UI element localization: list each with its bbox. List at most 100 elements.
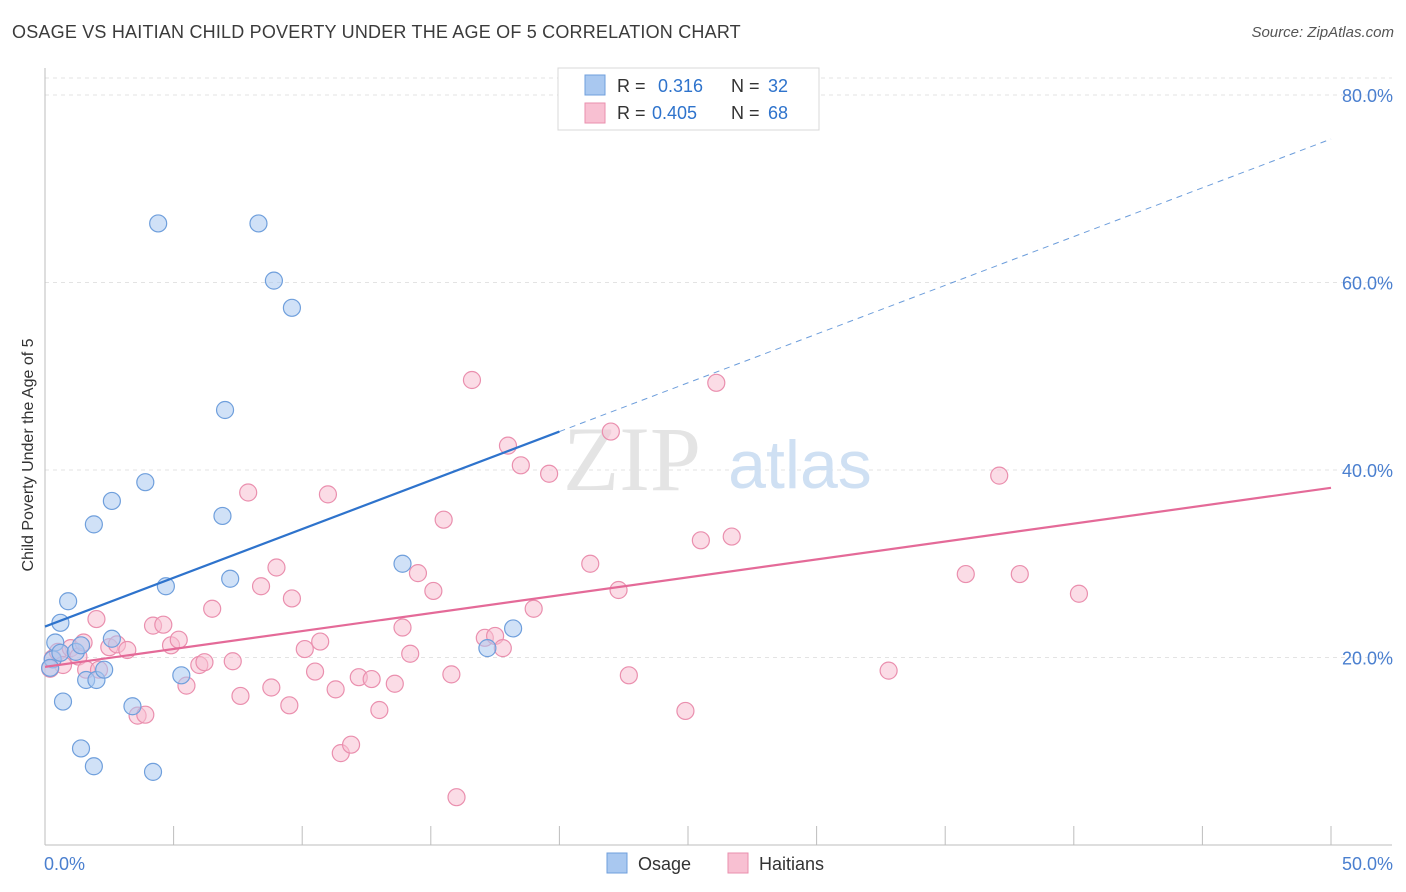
haitians-n-label: N =	[731, 103, 760, 123]
haitians-point	[601, 422, 620, 441]
chart-title: OSAGE VS HAITIAN CHILD POVERTY UNDER THE…	[12, 22, 741, 42]
haitians-point	[280, 696, 299, 715]
x-tick-label: 50.0%	[1342, 854, 1393, 874]
haitians-point	[424, 581, 443, 601]
haitians-point	[434, 510, 453, 529]
haitians-point	[87, 609, 106, 629]
legend-haitians-swatch	[727, 852, 749, 874]
haitians-point	[1069, 584, 1089, 603]
osage-point	[172, 666, 191, 685]
y-tick-label: 60.0%	[1342, 274, 1393, 294]
haitians-point	[990, 466, 1009, 485]
watermark-atlas: atlas	[728, 427, 872, 503]
haitians-point	[341, 735, 361, 754]
trend-lines	[44, 138, 1332, 668]
watermark-zip: ZIP	[563, 408, 701, 510]
osage-point	[41, 658, 60, 677]
haitians-r-value: 0.405	[652, 103, 697, 123]
osage-n-label: N =	[731, 76, 760, 96]
osage-n-value: 32	[768, 76, 788, 96]
haitians-point	[524, 599, 543, 618]
haitians-point	[318, 485, 338, 504]
osage-point	[102, 491, 121, 511]
haitians-point	[223, 652, 242, 671]
haitians-point	[231, 686, 250, 706]
osage-point	[215, 400, 235, 420]
haitians-point	[362, 669, 381, 689]
haitians-point	[493, 639, 512, 658]
osage-point	[249, 214, 268, 233]
haitians-trend-line	[44, 486, 1332, 668]
osage-point	[71, 739, 91, 758]
y-axis-tick-labels: 20.0% 40.0% 60.0% 80.0%	[1342, 86, 1393, 669]
source-credit: Source: ZipAtlas.com	[1251, 24, 1394, 41]
haitians-point	[691, 531, 710, 550]
haitians-point	[1010, 564, 1029, 584]
haitians-point	[722, 527, 741, 546]
osage-point	[102, 629, 121, 648]
osage-point	[95, 660, 114, 679]
haitians-point	[462, 370, 482, 390]
x-axis-tick-labels: 0.0% 50.0%	[44, 854, 1393, 874]
haitians-point	[136, 705, 155, 724]
y-tick-label: 40.0%	[1342, 461, 1393, 481]
haitians-swatch	[584, 102, 606, 124]
legend-haitians-label: Haitians	[759, 854, 824, 874]
haitians-point	[540, 464, 559, 483]
legend-osage-swatch	[606, 852, 628, 874]
haitians-point	[401, 644, 420, 663]
haitians-point	[169, 630, 188, 649]
haitians-point	[447, 788, 466, 807]
osage-point	[221, 569, 240, 588]
haitians-point	[195, 653, 214, 672]
axes	[44, 68, 1392, 846]
y-tick-label: 80.0%	[1342, 86, 1393, 106]
osage-point	[71, 636, 91, 655]
haitians-point	[251, 577, 271, 596]
y-tick-label: 20.0%	[1342, 649, 1393, 669]
grid-lines	[45, 77, 1392, 658]
haitians-point	[154, 615, 173, 634]
osage-r-label: R =	[617, 76, 646, 96]
haitians-point	[282, 589, 302, 608]
haitians-n-value: 68	[768, 103, 788, 123]
osage-point	[213, 506, 232, 526]
haitians-point	[267, 558, 286, 577]
haitians-point	[239, 483, 258, 502]
haitians-point	[393, 618, 412, 637]
haitians-point	[305, 662, 325, 681]
osage-r-value: 0.316	[658, 76, 703, 96]
osage-point	[51, 643, 70, 662]
osage-point	[143, 762, 163, 781]
osage-swatch	[584, 74, 606, 96]
osage-point	[504, 619, 523, 638]
osage-point	[53, 692, 73, 711]
osage-point	[393, 554, 412, 573]
osage-point	[478, 639, 497, 658]
haitians-point	[203, 599, 222, 618]
haitians-point	[707, 373, 726, 392]
haitians-point	[326, 680, 345, 699]
osage-point	[84, 515, 103, 534]
haitians-point	[408, 564, 428, 583]
osage-trend-line	[44, 430, 560, 628]
legend-osage-label: Osage	[638, 854, 691, 874]
haitians-point	[676, 701, 695, 721]
watermark: ZIP atlas	[563, 408, 872, 510]
haitians-point	[370, 700, 389, 720]
haitians-point	[385, 674, 404, 693]
haitians-point	[442, 665, 461, 684]
haitians-point	[956, 564, 975, 584]
osage-point	[123, 697, 142, 716]
haitians-point	[619, 666, 638, 685]
osage-point	[149, 214, 168, 233]
haitians-point	[311, 632, 330, 651]
osage-point	[84, 757, 103, 776]
osage-point	[59, 592, 78, 611]
haitians-point	[581, 554, 600, 573]
y-axis-label: Child Poverty Under the Age of 5	[20, 338, 37, 571]
osage-point	[282, 298, 302, 317]
haitians-r-label: R =	[617, 103, 646, 123]
haitians-point	[879, 661, 898, 680]
